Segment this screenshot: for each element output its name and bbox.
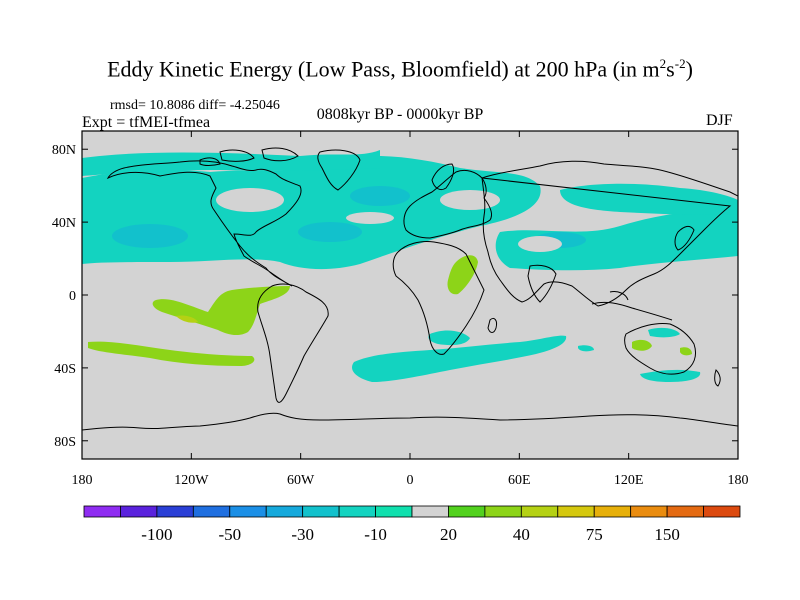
- colorbar-swatch-6: [302, 505, 340, 518]
- colorbar: [83, 505, 741, 518]
- colorbar-label: -10: [364, 525, 387, 544]
- coastline-australia: [624, 323, 697, 375]
- coastline-india: [527, 264, 557, 303]
- contour-cyan-tasman: [640, 369, 701, 382]
- lat-tick-label: 80N: [52, 143, 76, 158]
- lon-tick-label: 0: [407, 473, 414, 488]
- stats-label: rmsd= 10.8086 diff= -4.25046: [110, 98, 280, 113]
- contour-green-arabia: [447, 255, 478, 295]
- contour-blue-core-pacific: [112, 224, 188, 248]
- contour-green-australia-east: [680, 347, 692, 356]
- colorbar-label: 150: [654, 525, 680, 544]
- lon-tick-label: 180: [72, 473, 93, 488]
- colorbar-swatch-10: [448, 505, 486, 518]
- lat-tick-label: 80S: [54, 435, 76, 450]
- experiment-label: Expt = tfMEI-tfmea: [82, 114, 211, 131]
- coastline-africa: [392, 241, 485, 355]
- coastline-greenland: [317, 149, 361, 191]
- coastline-indonesia: [591, 291, 673, 321]
- contour-green-se-pacific: [152, 286, 290, 336]
- colorbar-swatch-8: [375, 505, 413, 518]
- colorbar-label: 75: [586, 525, 603, 544]
- contour-hole-3: [440, 190, 500, 210]
- colorbar-swatch-0: [83, 505, 121, 518]
- lon-tick-label: 120E: [614, 473, 644, 488]
- contour-cyan-indian-patch: [428, 330, 470, 346]
- coastline-antarctica: [82, 412, 738, 431]
- plot-title: Eddy Kinetic Energy (Low Pass, Bloomfiel…: [107, 56, 693, 82]
- colorbar-swatch-5: [265, 505, 304, 518]
- coastline-europe: [403, 169, 493, 239]
- contour-green-south-pacific: [88, 341, 255, 366]
- colorbar-swatch-2: [156, 505, 194, 518]
- coastlines: [82, 147, 738, 431]
- contour-cyan-arctic: [82, 150, 380, 176]
- colorbar-swatch-1: [120, 505, 158, 518]
- colorbar-label: -100: [141, 525, 172, 544]
- contour-cyan-australia-patch: [648, 327, 680, 338]
- colorbar-swatch-7: [338, 505, 376, 518]
- contour-blue-core-north: [350, 186, 410, 206]
- colorbar-swatch-14: [593, 505, 632, 518]
- colorbar-swatch-3: [192, 505, 231, 518]
- lon-tick-label: 60E: [508, 473, 531, 488]
- colorbar-swatch-9: [411, 505, 449, 518]
- contour-green-se-pacific-core: [176, 315, 198, 323]
- coastline-japan: [674, 225, 695, 251]
- contour-cyan-na-band: [82, 155, 541, 270]
- colorbar-label: 20: [440, 525, 457, 544]
- coastline-arctic-islands: [199, 147, 299, 166]
- contour-blue-core-atlantic: [298, 222, 362, 242]
- lat-tick-label: 40N: [52, 216, 76, 231]
- coastline-madagascar: [487, 317, 497, 333]
- contour-hole-4: [518, 236, 562, 252]
- colorbar-swatch-16: [666, 505, 704, 518]
- contour-green-australia: [632, 339, 652, 351]
- colorbar-label: -30: [291, 525, 314, 544]
- coastline-new-zealand: [714, 369, 721, 387]
- colorbar-swatch-17: [703, 505, 741, 518]
- contour-cyan-small-aus: [578, 345, 594, 352]
- season-label: DJF: [706, 112, 733, 129]
- lon-tick-label: 180: [728, 473, 749, 488]
- lat-tick-label: 0: [69, 289, 76, 304]
- lon-tick-label: 60W: [287, 473, 315, 488]
- contour-hole-2: [346, 212, 394, 224]
- colorbar-label: -50: [218, 525, 241, 544]
- colorbar-swatch-4: [229, 505, 267, 518]
- coastline-scandinavia: [431, 163, 455, 191]
- colorbar-swatch-11: [484, 505, 522, 518]
- period-label: 0808kyr BP - 0000kyr BP: [316, 106, 484, 123]
- coastline-south-america: [257, 283, 329, 403]
- lat-tick-label: 40S: [54, 362, 76, 377]
- contour-cyan-southern-belt: [352, 335, 567, 382]
- longitude-axis: 180 120W 60W 0 60E 120E 180: [72, 131, 749, 488]
- lon-tick-label: 120W: [174, 473, 209, 488]
- contour-hole-1: [216, 188, 284, 212]
- coastline-asia: [481, 160, 738, 307]
- latitude-axis: 80N 40N 0 40S 80S: [52, 143, 738, 450]
- colorbar-label: 40: [513, 525, 530, 544]
- colorbar-labels: -100 -50 -30 -10 20 40 75 150: [141, 525, 680, 544]
- colorbar-swatch-15: [630, 505, 668, 518]
- coastline-north-america: [106, 160, 302, 287]
- colorbar-swatch-13: [557, 505, 595, 518]
- colorbar-swatch-12: [520, 505, 559, 518]
- contour-cyan-eurasia-band: [495, 210, 738, 271]
